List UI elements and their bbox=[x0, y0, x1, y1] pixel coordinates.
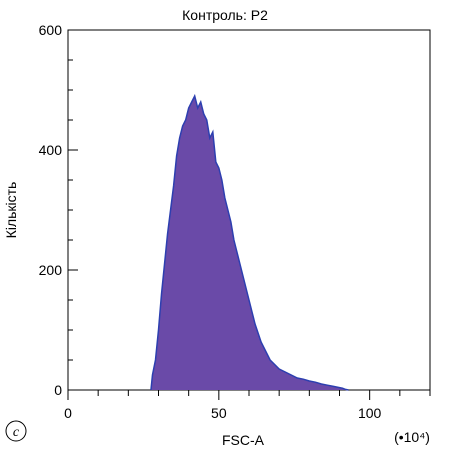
histogram-area bbox=[150, 96, 349, 390]
x-tick-label: 50 bbox=[211, 405, 227, 421]
x-tick-label: 100 bbox=[358, 405, 382, 421]
y-tick-label: 600 bbox=[39, 22, 63, 38]
y-axis: 0 200 400 600 bbox=[39, 22, 78, 398]
y-tick-label: 0 bbox=[54, 382, 62, 398]
plot-area: 0 200 400 600 0 50 100 bbox=[39, 22, 431, 421]
x-axis-title: FSC-A bbox=[222, 432, 265, 448]
panel-label-badge: c bbox=[5, 420, 27, 442]
chart-title: Контроль: P2 bbox=[182, 7, 268, 23]
y-axis-title: Кількість bbox=[3, 182, 19, 239]
panel-label: c bbox=[13, 425, 20, 440]
y-tick-label: 200 bbox=[39, 262, 63, 278]
x-axis: 0 50 100 bbox=[64, 390, 431, 421]
x-tick-label: 0 bbox=[64, 405, 72, 421]
y-tick-label: 400 bbox=[39, 142, 63, 158]
x-axis-multiplier: (•10⁴) bbox=[394, 429, 430, 445]
histogram-outline bbox=[150, 93, 349, 391]
histogram-marks bbox=[150, 93, 349, 391]
